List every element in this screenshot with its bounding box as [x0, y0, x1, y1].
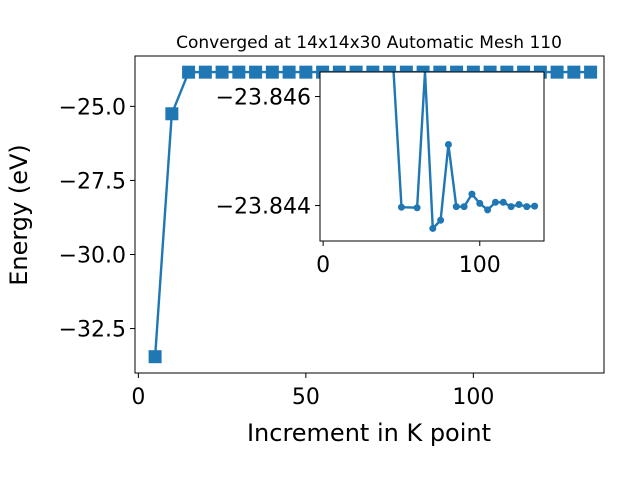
main-plot-frame	[134, 55, 605, 374]
main-y-ticks: −32.5 −30.0 −27.5 −25.0	[59, 95, 135, 343]
x-tick-label: 50	[292, 385, 320, 410]
x-tick-label: 100	[452, 385, 494, 410]
data-point	[299, 65, 313, 79]
y-tick-label: −30.0	[59, 243, 126, 268]
data-point	[550, 65, 564, 79]
main-chart: Converged at 14x14x30 Automatic Mesh 110…	[5, 33, 605, 447]
data-point	[148, 350, 162, 364]
x-axis-label: Increment in K point	[247, 419, 491, 447]
data-point	[215, 65, 229, 79]
inset-series	[392, 70, 539, 232]
inset-x-ticks: 0 100	[316, 241, 501, 278]
data-point	[468, 190, 476, 198]
data-point	[165, 107, 179, 121]
y-tick-label: −25.0	[59, 95, 126, 120]
data-point	[531, 202, 539, 210]
y-tick-label: −32.5	[59, 318, 126, 343]
data-point	[484, 206, 492, 214]
x-tick-label: 0	[131, 385, 145, 410]
data-point	[282, 65, 296, 79]
inset-chart: 0 100 −23.846 −23.844	[216, 70, 545, 278]
data-point	[460, 203, 468, 211]
x-tick-label: 100	[459, 253, 501, 278]
data-point	[413, 204, 421, 212]
y-tick-label: −23.844	[216, 195, 311, 220]
data-point	[397, 203, 405, 211]
data-point	[507, 203, 515, 211]
data-point	[444, 141, 452, 149]
y-tick-label: −23.846	[216, 86, 311, 111]
data-point	[491, 198, 499, 206]
data-point	[232, 65, 246, 79]
data-point	[476, 199, 484, 207]
data-point	[249, 65, 263, 79]
data-point	[567, 65, 581, 79]
data-point	[452, 203, 460, 211]
main-x-ticks: 0 50 100	[131, 373, 494, 410]
data-point	[437, 216, 445, 224]
y-axis-label: Energy (eV)	[5, 144, 33, 286]
data-point	[515, 200, 523, 208]
data-point	[499, 198, 507, 206]
inset-y-ticks: −23.846 −23.844	[216, 86, 320, 220]
chart-title: Converged at 14x14x30 Automatic Mesh 110	[176, 33, 562, 53]
data-point	[265, 65, 279, 79]
data-point	[523, 203, 531, 211]
data-point	[182, 65, 196, 79]
data-point	[198, 65, 212, 79]
data-point	[429, 224, 437, 232]
data-point	[584, 65, 598, 79]
inset-plot-frame	[319, 71, 545, 242]
y-tick-label: −27.5	[59, 169, 126, 194]
x-tick-label: 0	[316, 253, 330, 278]
